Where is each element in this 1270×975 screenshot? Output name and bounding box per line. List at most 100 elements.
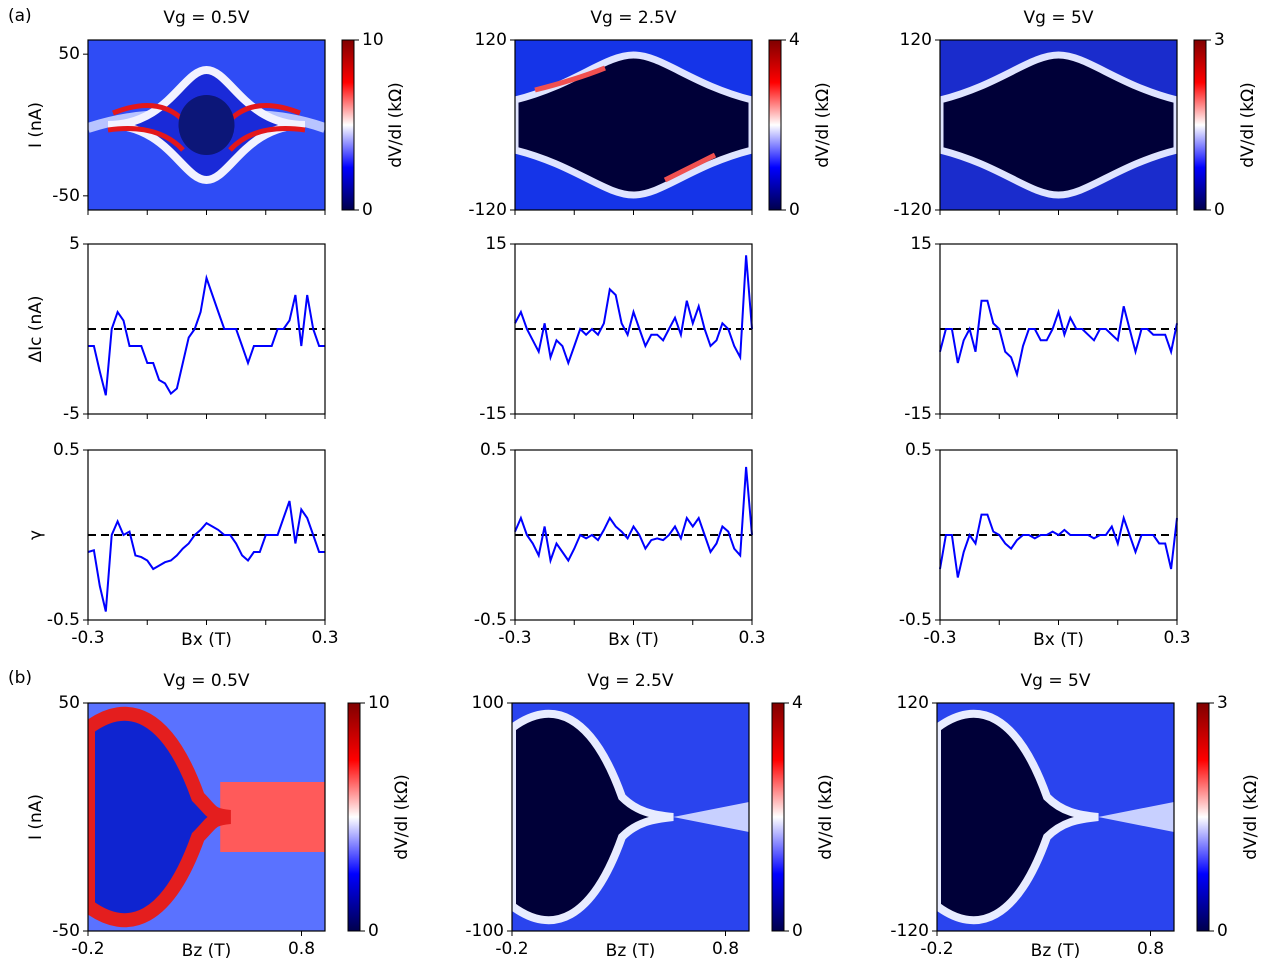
data-line [87,500,325,612]
heatmap-image [220,782,325,852]
chart-title: Vg = 5V [1021,671,1091,691]
heatmap [88,703,325,931]
colorbar [341,39,355,211]
heatmap-image [512,709,674,925]
x-axis-label: Bx (T) [181,630,232,650]
y-tick-label: -100 [465,921,504,941]
y-axis-label: I (nA) [26,102,46,148]
data-line [88,274,325,396]
heatmap-image [937,709,1099,925]
heatmap [937,703,1174,931]
axes-frame [87,702,326,932]
panel-label: (a) [8,6,32,26]
axes: 0 4 dV/dI (kΩ) -120 120 Vg = 2.5V [468,8,833,220]
x-tick-label: 0.8 [712,939,739,959]
chart-title: Vg = 2.5V [590,8,677,28]
colorbar-label: dV/dI (kΩ) [1241,774,1261,859]
colorbar [1193,39,1207,211]
x-tick-label: 0.3 [738,628,765,648]
chart-title: Vg = 0.5V [163,671,250,691]
x-axis-label: Bz (T) [1031,941,1081,961]
heatmap [512,703,749,931]
y-tick-label: -120 [890,921,929,941]
y-tick-label: 15 [485,234,507,254]
data-line [939,513,1178,578]
chart-title: Vg = 0.5V [163,8,250,28]
heatmap [940,40,1177,210]
axes: 0 4 dV/dI (kΩ) -100 100 -0.2 0.8 Vg = 2.5V Bz (T… [465,671,836,961]
colorbar-tick-label: 10 [368,693,390,713]
axes: -0.5 0.5 -0.3 0.3 Bx (T) γ [26,440,339,650]
chart-title: Vg = 5V [1024,8,1094,28]
colorbar-label: dV/dI (kΩ) [386,82,406,167]
y-tick-label: -50 [52,186,80,206]
y-tick-label: 0.5 [53,440,80,460]
x-axis-label: Bx (T) [608,630,659,650]
heatmap-image [1098,802,1174,832]
x-tick-label: -0.2 [920,939,953,959]
x-tick-label: -0.2 [71,939,104,959]
colorbar-label: dV/dI (kΩ) [1238,82,1258,167]
y-tick-label: 50 [58,44,80,64]
heatmap-image [534,65,717,183]
y-tick-label: 120 [897,693,929,713]
x-axis-label: Bx (T) [1033,630,1084,650]
axes: 0 10 dV/dI (kΩ) -50 50 -0.2 0.8 Vg = 0.5V Bz (T)… [26,671,412,961]
colorbar-label: dV/dI (kΩ) [813,82,833,167]
axes: -0.5 0.5 -0.3 0.3 Bx (T) [474,440,766,650]
y-tick-label: -50 [52,921,80,941]
x-tick-label: -0.3 [923,628,956,648]
y-tick-label: 50 [58,693,80,713]
y-tick-label: -0.5 [474,610,507,630]
y-tick-label: -15 [904,404,932,424]
chart-title: Vg = 2.5V [587,671,674,691]
colorbar-tick-label: 3 [1217,693,1228,713]
colorbar-tick-label: 10 [362,30,384,50]
y-tick-label: -5 [63,404,80,424]
colorbar-tick-label: 0 [792,921,803,941]
y-tick-label: 120 [900,30,932,50]
x-tick-label: 0.8 [288,939,315,959]
colorbar-tick-label: 3 [1214,30,1225,50]
colorbar-tick-label: 0 [789,200,800,220]
y-tick-label: -0.5 [899,610,932,630]
x-tick-label: 0.3 [311,628,338,648]
y-axis-label: γ [26,530,46,540]
x-tick-label: -0.2 [495,939,528,959]
axes: -15 15 [904,234,1178,424]
axes-frame [511,702,750,932]
y-axis-label: ΔIc (nA) [26,295,46,362]
colorbar-tick-label: 0 [1214,200,1225,220]
panel-label: (b) [8,668,32,688]
heatmap-image [88,706,232,928]
y-tick-label: -120 [893,200,932,220]
axes: 0 3 dV/dI (kΩ) -120 120 Vg = 5V [893,8,1258,220]
colorbar [347,702,361,932]
x-tick-label: -0.3 [498,628,531,648]
y-tick-label: 0.5 [480,440,507,460]
colorbar-tick-label: 4 [789,30,800,50]
x-tick-label: 0.8 [1137,939,1164,959]
axes-frame [936,702,1175,932]
y-tick-label: 15 [910,234,932,254]
axes: -15 15 [479,234,753,424]
colorbar-tick-label: 0 [362,200,373,220]
y-tick-label: -0.5 [47,610,80,630]
colorbar-tick-label: 0 [1217,921,1228,941]
y-tick-label: 5 [69,234,80,254]
heatmap-image [673,802,749,832]
data-line [514,255,753,367]
y-tick-label: 120 [475,30,507,50]
axes: 0 10 dV/dI (kΩ) -50 50 Vg = 0.5V I (nA) [26,8,406,220]
colorbar [771,702,785,932]
data-line [514,466,753,565]
axes: 0 3 dV/dI (kΩ) -120 120 -0.2 0.8 Vg = 5V Bz (T) [890,671,1261,961]
data-line [939,299,1178,379]
y-tick-label: -15 [479,404,507,424]
y-tick-label: 100 [472,693,504,713]
colorbar [1196,702,1210,932]
colorbar-label: dV/dI (kΩ) [816,774,836,859]
colorbar-tick-label: 0 [368,921,379,941]
colorbar [768,39,782,211]
